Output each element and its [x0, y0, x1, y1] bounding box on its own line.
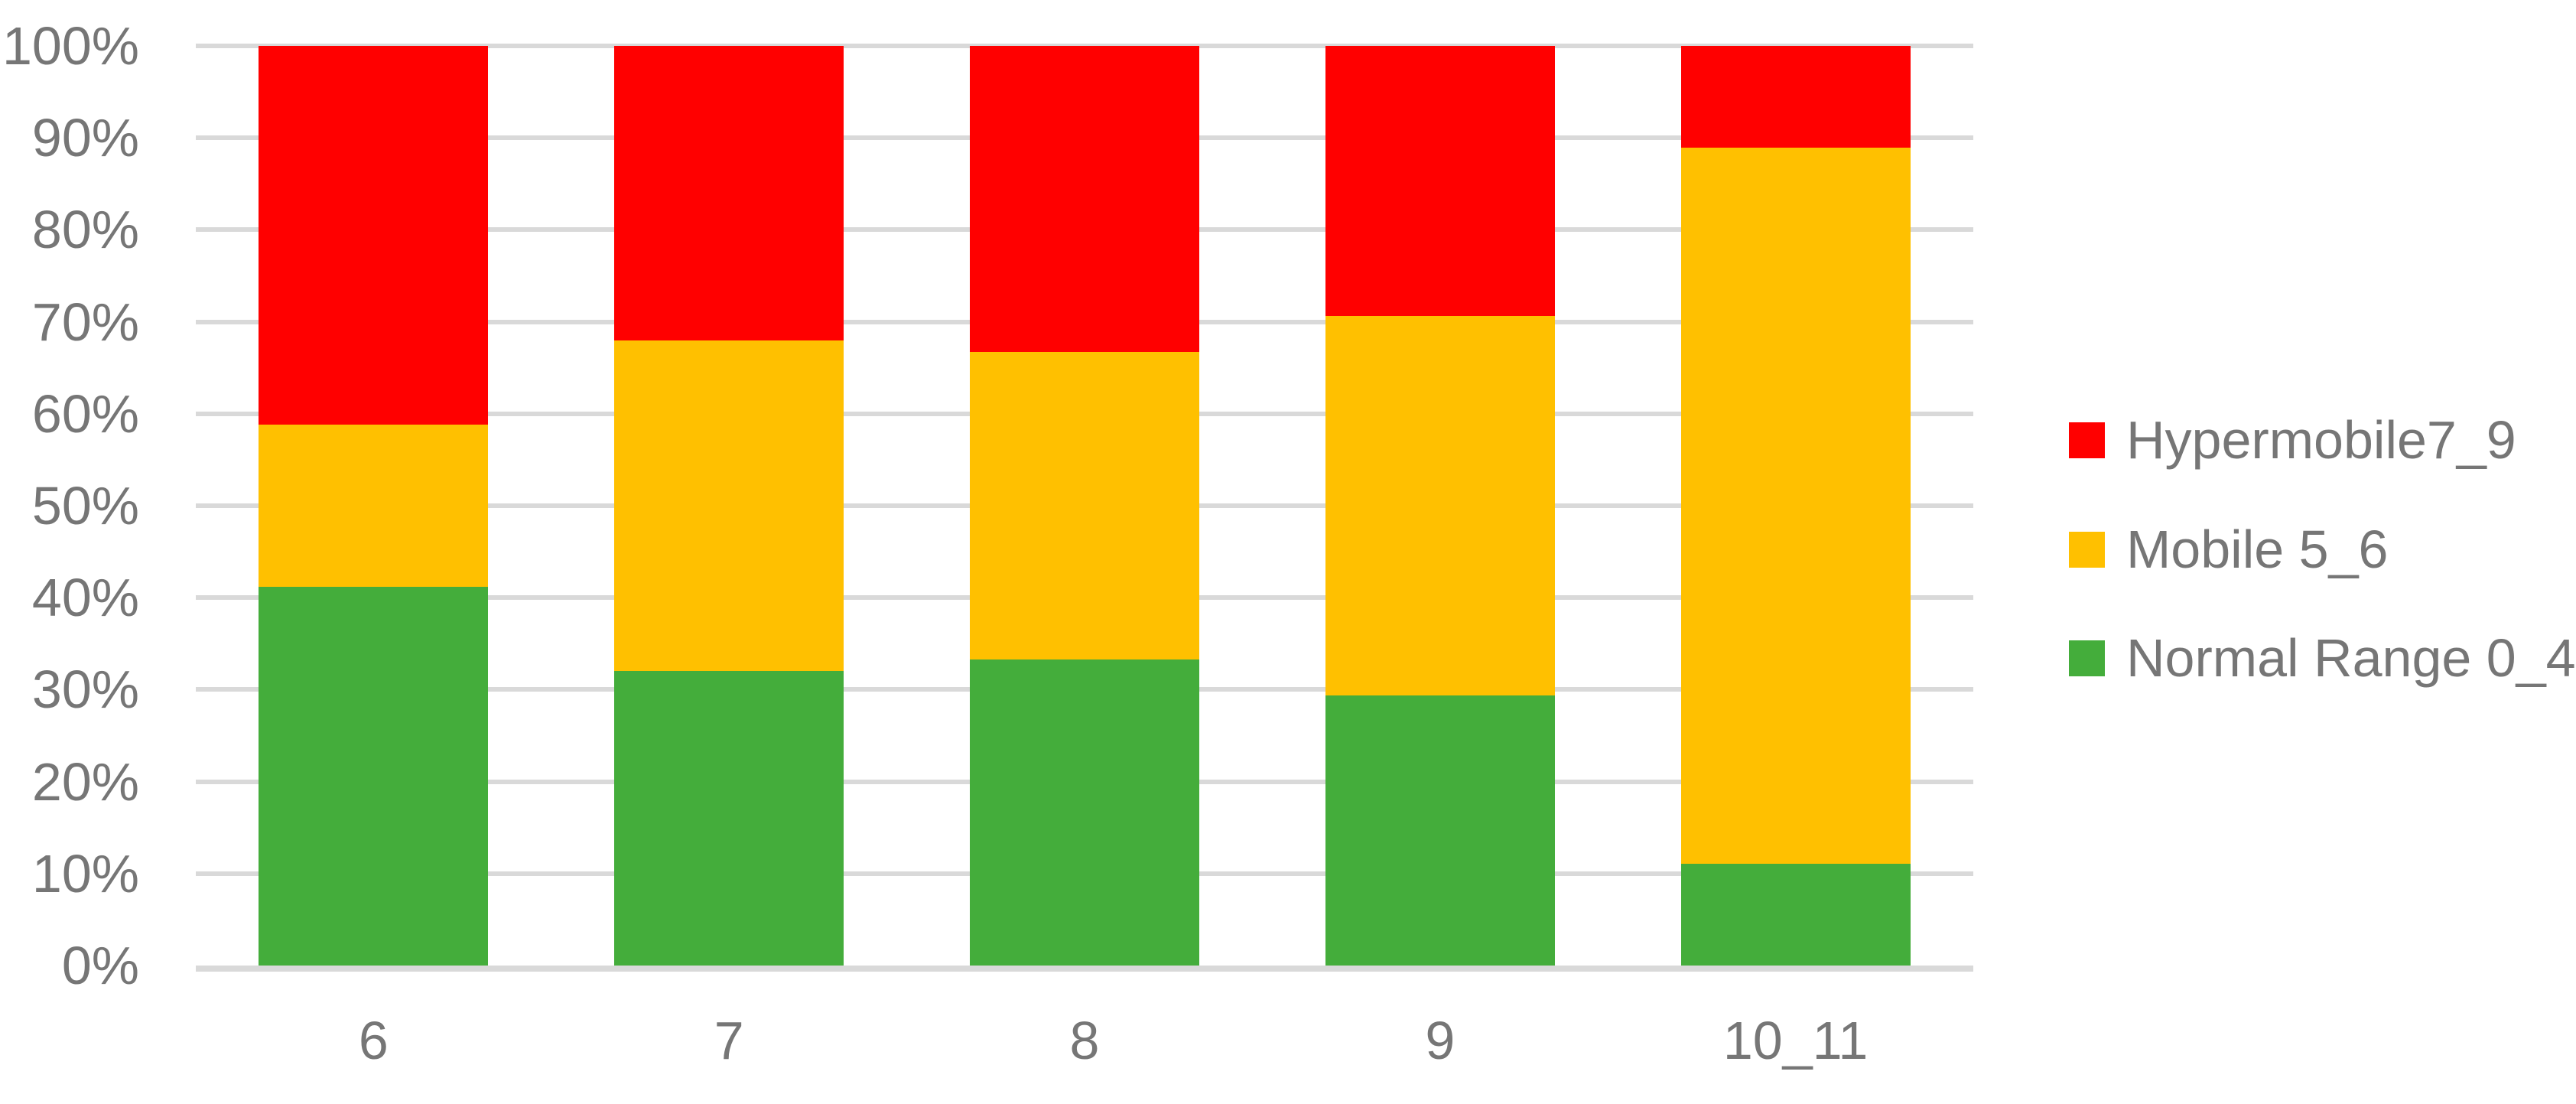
legend-entry-hypermobile7-9: Hypermobile7_9	[2069, 402, 2516, 478]
bar-segment-hypermobile7-9	[1680, 46, 1911, 148]
y-axis-label: 40%	[31, 568, 139, 628]
x-axis-label: 8	[1069, 1011, 1100, 1070]
x-axis-line	[196, 966, 1973, 972]
bar-segment-hypermobile7-9	[970, 46, 1199, 353]
bar-segment-mobile-5-6	[259, 425, 489, 587]
y-axis-label: 20%	[31, 751, 139, 812]
legend-entry-normal-range-0-4: Normal Range 0_4	[2069, 620, 2576, 696]
bar-10-11	[1680, 46, 1911, 966]
legend: Hypermobile7_9 Mobile 5_6 Normal Range 0_4	[2069, 0, 2576, 1104]
y-axis-label: 90%	[31, 108, 139, 168]
legend-swatch-normal-range-0-4	[2069, 640, 2105, 676]
y-axis-label: 30%	[31, 659, 139, 720]
y-axis-label: 60%	[31, 383, 139, 444]
bar-segment-normal-range-0-4	[259, 586, 489, 966]
x-axis-label: 7	[714, 1011, 744, 1070]
x-axis: 6 7 8 9 10_11	[196, 1002, 1973, 1079]
legend-label: Hypermobile7_9	[2126, 410, 2516, 470]
plot-area	[196, 44, 1973, 972]
bar-segment-hypermobile7-9	[259, 46, 489, 425]
bar-6	[259, 46, 489, 966]
y-axis-label: 50%	[31, 476, 139, 536]
legend-label: Mobile 5_6	[2126, 519, 2389, 579]
x-axis-label: 9	[1425, 1011, 1456, 1070]
bar-segment-mobile-5-6	[1325, 316, 1555, 695]
bar-7	[614, 46, 844, 966]
bar-segment-normal-range-0-4	[970, 659, 1199, 966]
bar-segment-hypermobile7-9	[614, 46, 844, 340]
legend-swatch-mobile-5-6	[2069, 531, 2105, 568]
bar-segment-normal-range-0-4	[1325, 695, 1555, 966]
legend-label: Normal Range 0_4	[2126, 628, 2576, 688]
bar-9	[1325, 46, 1555, 966]
y-axis-label: 80%	[31, 200, 139, 260]
legend-entry-mobile-5-6: Mobile 5_6	[2069, 511, 2388, 588]
y-axis-label: 0%	[61, 936, 139, 995]
bar-segment-normal-range-0-4	[614, 671, 844, 966]
bar-segment-mobile-5-6	[970, 352, 1199, 659]
y-axis: 100% 90% 80% 70% 60% 50% 40% 30% 20% 10% 0%	[0, 16, 139, 995]
bar-segment-mobile-5-6	[1680, 148, 1911, 864]
x-axis-label: 6	[358, 1011, 389, 1070]
x-axis-label: 10_11	[1722, 1011, 1869, 1070]
y-axis-label: 10%	[31, 843, 139, 904]
legend-swatch-hypermobile7-9	[2069, 422, 2105, 458]
y-axis-label: 100%	[2, 16, 139, 76]
bar-8	[970, 46, 1199, 966]
gridline	[196, 44, 1973, 48]
bar-segment-normal-range-0-4	[1680, 863, 1911, 966]
bar-segment-mobile-5-6	[614, 340, 844, 672]
y-axis-label: 70%	[31, 291, 139, 352]
bar-segment-hypermobile7-9	[1325, 46, 1555, 317]
